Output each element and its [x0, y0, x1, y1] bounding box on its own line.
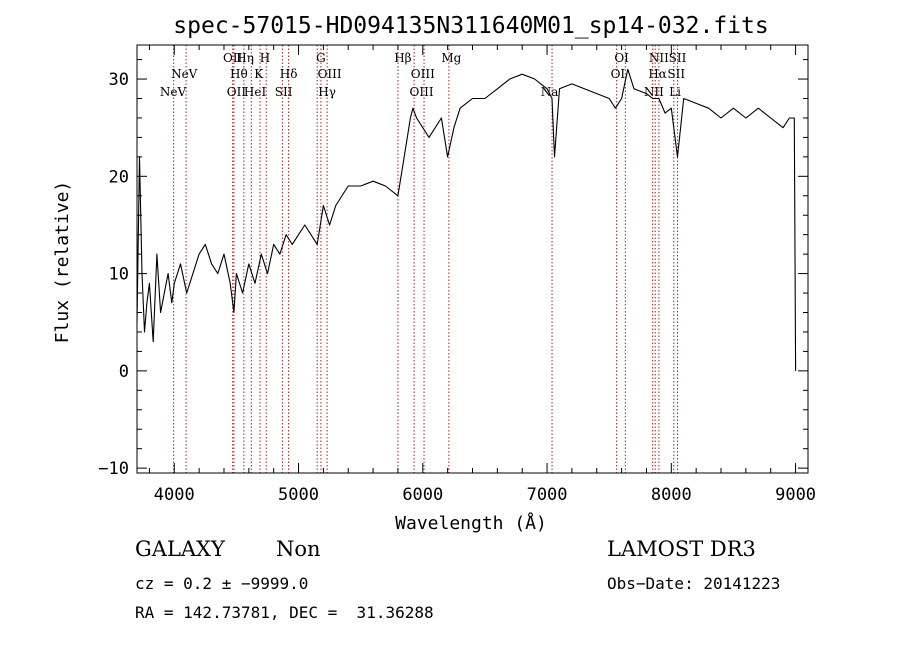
line-label: NeV	[171, 67, 198, 81]
redshift-cz: cz = 0.2 ± −9999.0	[135, 574, 309, 593]
line-label: NII	[649, 51, 669, 65]
line-label: NII	[644, 85, 664, 99]
line-label: Hη	[236, 51, 254, 65]
y-tick-label: 20	[109, 167, 129, 187]
x-tick-label: 4000	[154, 485, 195, 505]
y-tick-label: 10	[109, 265, 129, 285]
obs-date: Obs−Date: 20141223	[607, 574, 781, 593]
line-label: OIII	[411, 67, 435, 81]
line-label: SII	[275, 85, 293, 99]
x-tick-label: 8000	[651, 485, 692, 505]
y-axis-label: Flux (relative)	[52, 181, 73, 344]
line-label: OI	[614, 51, 629, 65]
line-label: SII	[669, 51, 687, 65]
emission-line-markers	[173, 45, 679, 473]
y-tick-label: 0	[119, 362, 129, 382]
x-tick-label: 6000	[402, 485, 443, 505]
x-tick-label: 5000	[278, 485, 319, 505]
axes: 4000 5000 6000 7000 8000 9000 −10 0 10 20 30	[98, 44, 816, 505]
survey-name: LAMOST DR3	[607, 537, 756, 561]
line-label: Mg	[441, 51, 461, 65]
series-layer	[136, 68, 797, 371]
spectrum-chart: spec-57015-HD094135N311640M01_sp14-032.f…	[52, 13, 816, 534]
x-tick-label: 7000	[527, 485, 568, 505]
line-label: OII	[223, 51, 243, 65]
spectrum-line	[136, 68, 797, 371]
line-label: OIII	[318, 67, 342, 81]
line-label: Hα	[648, 67, 667, 81]
line-label: HeI	[244, 85, 267, 99]
x-tick-label: 9000	[775, 485, 816, 505]
object-subclass: Non	[276, 537, 321, 561]
line-label: G	[316, 51, 326, 65]
line-label: OI	[611, 67, 626, 81]
line-label: SII	[667, 67, 685, 81]
chart-title: spec-57015-HD094135N311640M01_sp14-032.f…	[173, 13, 768, 39]
line-label: K	[254, 67, 264, 81]
line-label: OIII	[410, 85, 434, 99]
line-label: Hβ	[394, 51, 411, 65]
y-tick-label: 30	[109, 70, 129, 90]
line-label: Li	[669, 85, 681, 99]
x-axis-label: Wavelength (Å)	[395, 512, 547, 534]
line-label: H	[260, 51, 270, 65]
line-label: Hθ	[230, 67, 248, 81]
object-class: GALAXY	[135, 537, 225, 561]
y-tick-label: −10	[98, 459, 129, 479]
line-label: Hγ	[318, 85, 336, 99]
line-label: Hδ	[280, 67, 298, 81]
plot-frame	[136, 44, 809, 474]
coordinates: RA = 142.73781, DEC = 31.36288	[135, 603, 434, 622]
line-label: OII	[227, 85, 247, 99]
line-label: Na	[541, 85, 559, 99]
line-label: NeV	[160, 85, 187, 99]
